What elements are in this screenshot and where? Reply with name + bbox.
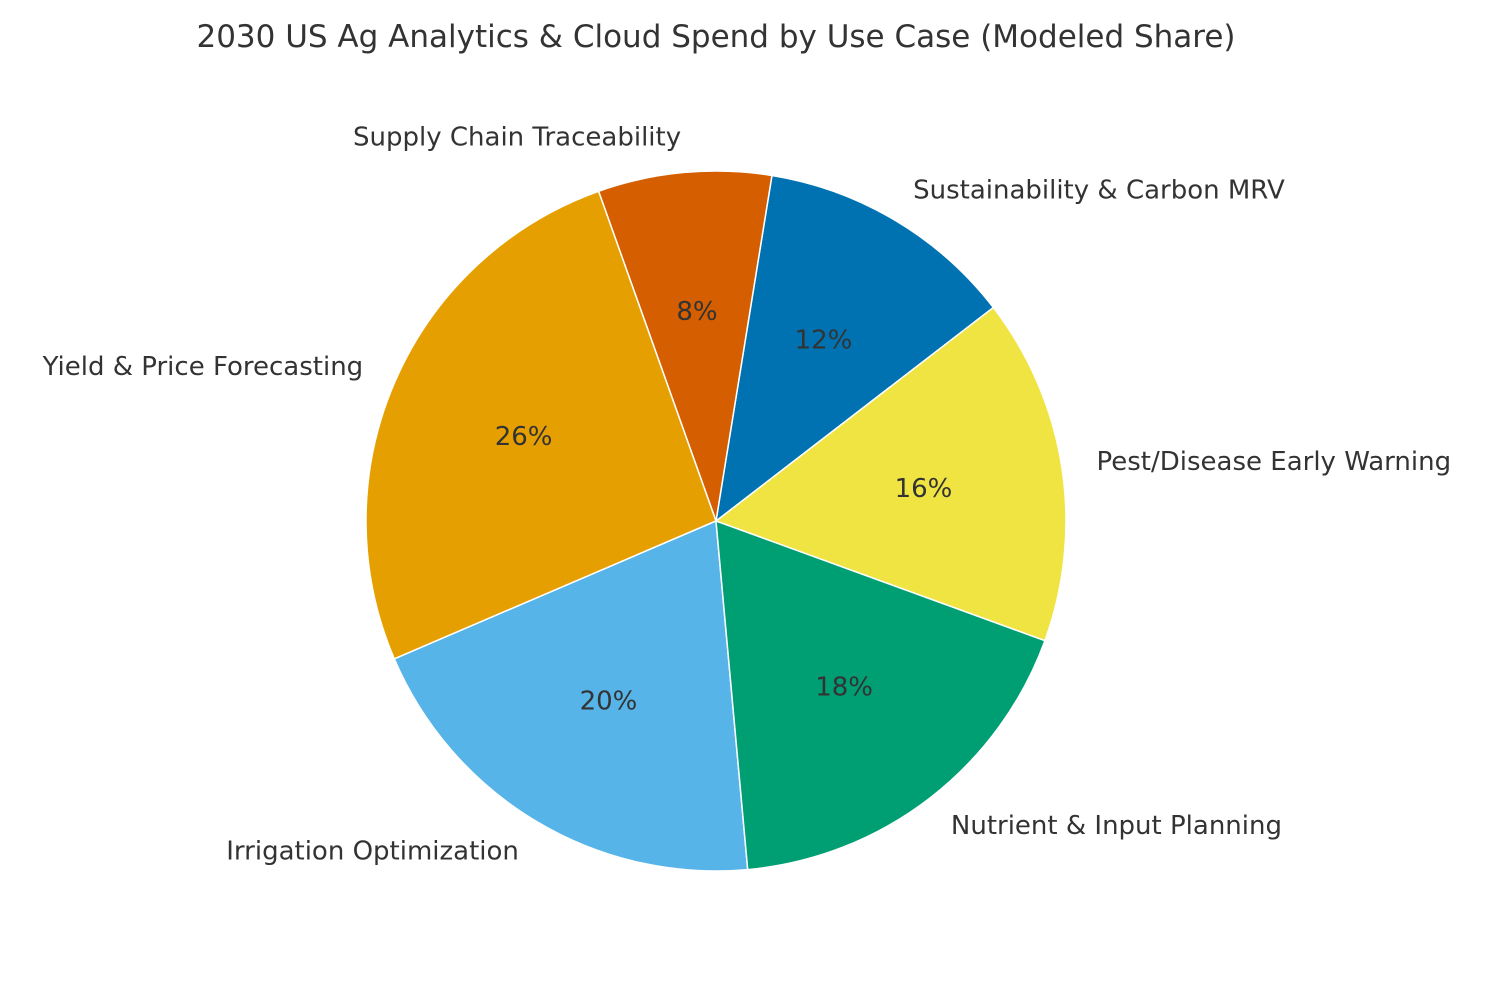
pct-label-irrigation-optimization: 20% — [580, 686, 638, 716]
pct-label-sustainability-carbon-mrv: 12% — [795, 326, 853, 356]
slice-label-yield-price-forecasting: Yield & Price Forecasting — [42, 352, 364, 382]
pie-slice-nutrient-input-planning — [715, 519, 1046, 871]
slice-label-irrigation-optimization: Irrigation Optimization — [226, 837, 519, 867]
pie-slices — [365, 170, 1067, 872]
pct-label-supply-chain-traceability: 8% — [676, 297, 717, 327]
pie-slice-yield-price-forecasting — [365, 190, 717, 660]
slice-label-sustainability-carbon-mrv: Sustainability & Carbon MRV — [913, 175, 1285, 205]
pct-label-pest-disease-early-warning: 16% — [895, 474, 953, 504]
pie-slice-pest-disease-early-warning — [714, 306, 1067, 642]
slice-label-nutrient-input-planning: Nutrient & Input Planning — [951, 811, 1282, 841]
pct-label-nutrient-input-planning: 18% — [815, 672, 873, 702]
chart-title: 2030 US Ag Analytics & Cloud Spend by Us… — [196, 19, 1235, 55]
pie-labels: 16% Pest/Disease Early Warning 12% Sustaina… — [42, 123, 1452, 867]
pct-label-yield-price-forecasting: 26% — [495, 422, 553, 452]
pie-slice-sustainability-carbon-mrv — [714, 174, 995, 523]
slice-label-pest-disease-early-warning: Pest/Disease Early Warning — [1097, 447, 1452, 477]
pie-slice-supply-chain-traceability — [597, 170, 773, 522]
pie-slice-irrigation-optimization — [393, 519, 749, 872]
slice-label-supply-chain-traceability: Supply Chain Traceability — [353, 123, 681, 153]
